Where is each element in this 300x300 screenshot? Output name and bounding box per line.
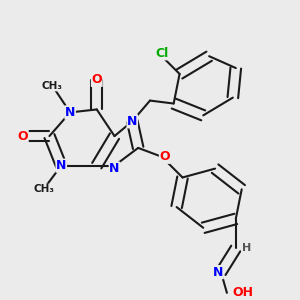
Text: N: N [213, 266, 223, 279]
Text: Cl: Cl [155, 47, 169, 60]
Text: N: N [109, 162, 120, 175]
Text: O: O [17, 130, 28, 142]
Text: H: H [242, 244, 251, 254]
Text: N: N [56, 159, 66, 172]
Text: CH₃: CH₃ [42, 81, 63, 91]
Text: CH₃: CH₃ [33, 184, 54, 194]
Text: O: O [92, 74, 102, 86]
Text: N: N [65, 106, 75, 119]
Text: O: O [160, 150, 170, 163]
Text: N: N [127, 115, 137, 128]
Text: OH: OH [233, 286, 254, 299]
